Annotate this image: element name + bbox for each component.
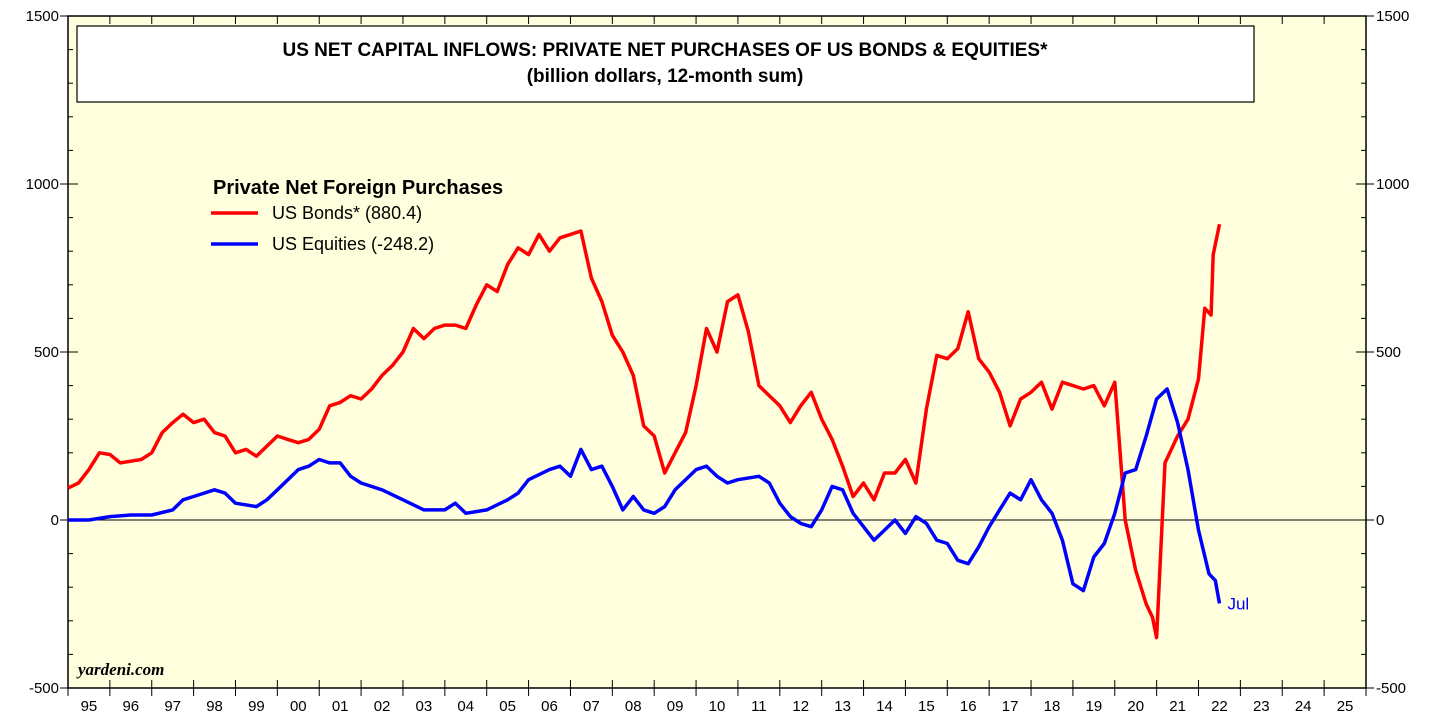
x-tick-label: 23 [1253,698,1270,715]
y-tick-label: -500 [29,680,59,697]
x-tick-label: 02 [374,698,391,715]
x-tick-label: 10 [709,698,726,715]
legend-title: Private Net Foreign Purchases [213,177,503,199]
x-tick-label: 15 [918,698,935,715]
y-tick-label: 1500 [26,8,59,25]
x-tick-label: 24 [1295,698,1312,715]
y-tick-label: 500 [1376,344,1401,361]
x-tick-label: 97 [164,698,181,715]
x-tick-label: 07 [583,698,600,715]
y-tick-label: 1000 [1376,176,1409,193]
y-tick-label: 1500 [1376,8,1409,25]
x-tick-label: 96 [122,698,139,715]
x-tick-label: 17 [1002,698,1019,715]
chart-subtitle: (billion dollars, 12-month sum) [527,66,804,87]
x-tick-label: 14 [876,698,893,715]
end-label: Jul [1227,594,1249,613]
y-tick-label: 1000 [26,176,59,193]
x-tick-label: 12 [792,698,809,715]
x-tick-label: 98 [206,698,223,715]
x-tick-label: 95 [81,698,98,715]
legend-label: US Equities (-248.2) [272,234,434,254]
x-tick-label: 03 [416,698,433,715]
x-tick-label: 08 [625,698,642,715]
x-tick-label: 18 [1044,698,1061,715]
x-tick-label: 19 [1085,698,1102,715]
source: yardeni.com [76,660,164,679]
x-tick-label: 05 [499,698,516,715]
title-box [76,25,1255,103]
y-tick-label: -500 [1376,680,1406,697]
series-line [67,223,1222,640]
y-tick-label: 0 [51,512,59,529]
x-tick-label: 04 [457,698,474,715]
x-tick-label: 00 [290,698,307,715]
x-tick-label: 22 [1211,698,1228,715]
legend-label: US Bonds* (880.4) [272,203,422,223]
x-tick-label: 13 [834,698,851,715]
x-tick-label: 25 [1337,698,1354,715]
series-line [68,387,1222,604]
x-tick-label: 21 [1169,698,1186,715]
x-tick-label: 99 [248,698,265,715]
chart-title: US NET CAPITAL INFLOWS: PRIVATE NET PURC… [283,40,1049,61]
y-tick-label: 500 [34,344,59,361]
y-tick-label: 0 [1376,512,1384,529]
x-tick-label: 16 [960,698,977,715]
x-tick-label: 11 [751,698,767,715]
x-tick-label: 01 [332,698,349,715]
x-tick-label: 20 [1127,698,1144,715]
x-tick-label: 06 [541,698,558,715]
x-tick-label: 09 [667,698,684,715]
